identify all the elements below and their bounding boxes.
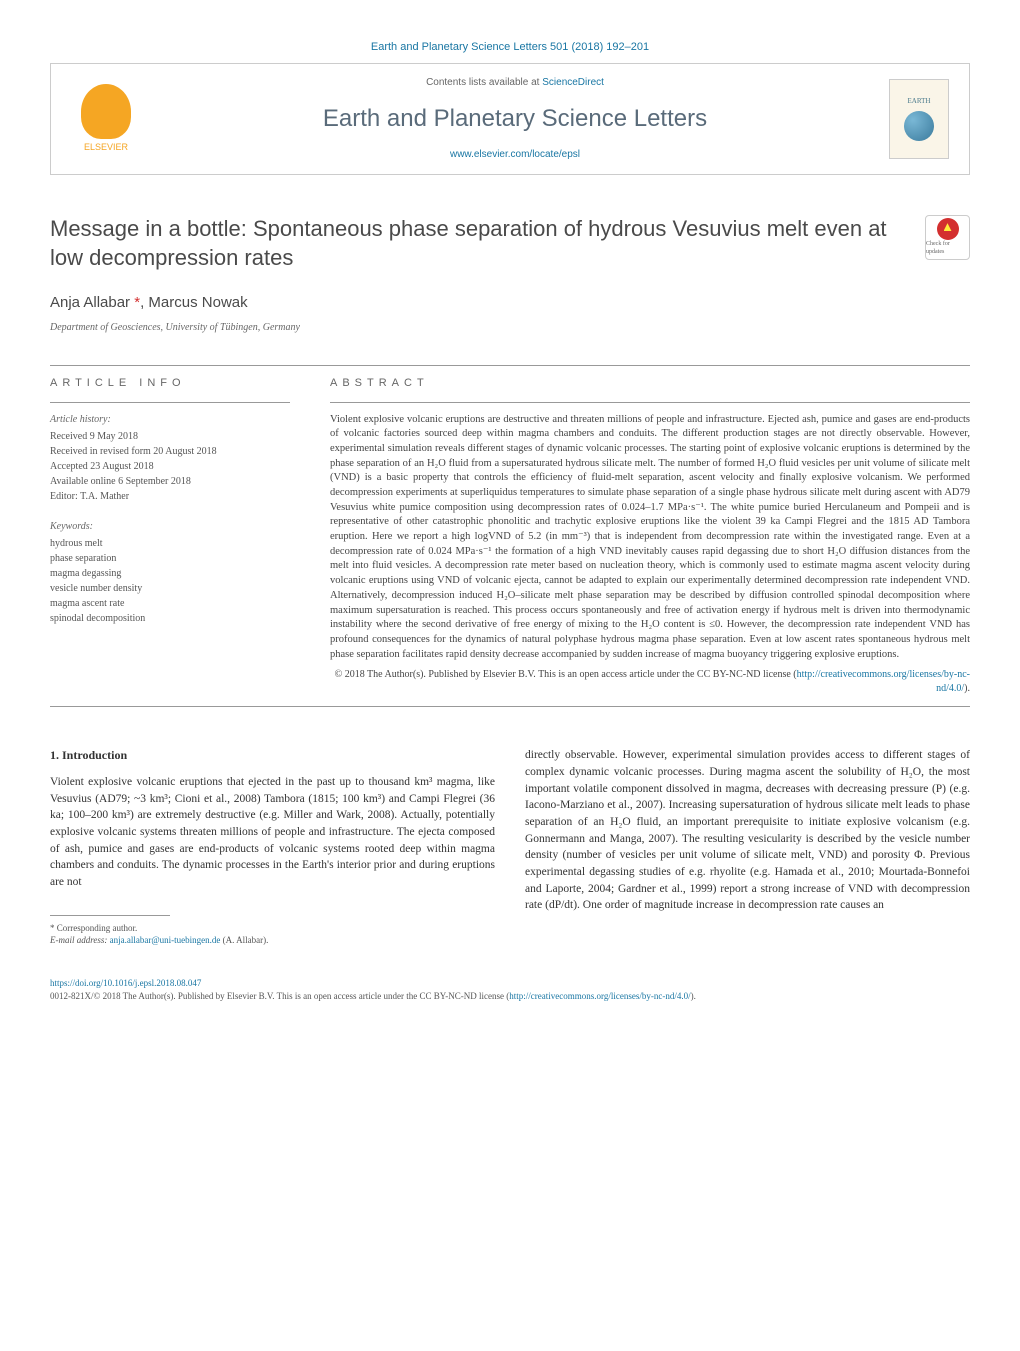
history-online: Available online 6 September 2018	[50, 474, 290, 489]
email-label: E-mail address:	[50, 935, 110, 945]
keyword-2: phase separation	[50, 551, 290, 566]
keywords-label: Keywords:	[50, 520, 290, 534]
issn-copyright-line: 0012-821X/© 2018 The Author(s). Publishe…	[50, 990, 970, 1003]
journal-header: ELSEVIER Contents lists available at Sci…	[50, 63, 970, 175]
journal-cover-thumbnail: EARTH	[889, 79, 949, 159]
intro-col2: directly observable. However, experiment…	[525, 747, 970, 914]
cover-title: EARTH	[908, 97, 931, 107]
email-suffix: (A. Allabar).	[220, 935, 268, 945]
history-revised: Received in revised form 20 August 2018	[50, 444, 290, 459]
doi-link[interactable]: https://doi.org/10.1016/j.epsl.2018.08.0…	[50, 978, 201, 988]
contents-availability: Contents lists available at ScienceDirec…	[141, 76, 889, 90]
elsevier-tree-icon	[81, 84, 131, 139]
intro-col1: Violent explosive volcanic eruptions tha…	[50, 774, 495, 891]
footer-license-close: ).	[691, 991, 696, 1001]
sciencedirect-link[interactable]: ScienceDirect	[542, 77, 604, 88]
affiliation: Department of Geosciences, University of…	[50, 321, 970, 335]
corresponding-marker: *	[130, 294, 140, 311]
article-title: Message in a bottle: Spontaneous phase s…	[50, 215, 905, 272]
journal-name: Earth and Planetary Science Letters	[141, 102, 889, 136]
issn-text: 0012-821X/© 2018 The Author(s). Publishe…	[50, 991, 509, 1001]
divider-bottom	[50, 706, 970, 707]
license-close: ).	[964, 683, 970, 694]
footer-license-link[interactable]: http://creativecommons.org/licenses/by-n…	[509, 991, 690, 1001]
abstract-label: ABSTRACT	[330, 376, 970, 391]
divider-top	[50, 365, 970, 366]
corresponding-author-note: * Corresponding author.	[50, 922, 495, 935]
keyword-1: hydrous melt	[50, 536, 290, 551]
section-1-heading: 1. Introduction	[50, 747, 495, 764]
keyword-3: magma degassing	[50, 566, 290, 581]
abstract-text: Violent explosive volcanic eruptions are…	[330, 413, 970, 663]
check-updates-label: Check for updates	[926, 240, 969, 257]
authors-line: Anja Allabar *, Marcus Nowak	[50, 292, 970, 313]
crossmark-icon	[937, 218, 959, 240]
keyword-6: spinodal decomposition	[50, 611, 290, 626]
contents-prefix: Contents lists available at	[426, 77, 542, 88]
history-label: Article history:	[50, 413, 290, 427]
journal-homepage-link[interactable]: www.elsevier.com/locate/epsl	[450, 149, 580, 160]
history-received: Received 9 May 2018	[50, 429, 290, 444]
globe-icon	[904, 111, 934, 141]
journal-citation: Earth and Planetary Science Letters 501 …	[50, 40, 970, 55]
keyword-5: magma ascent rate	[50, 596, 290, 611]
divider-abstract	[330, 402, 970, 403]
abstract-copyright: © 2018 The Author(s). Published by Elsev…	[330, 668, 970, 696]
check-updates-button[interactable]: Check for updates	[925, 215, 970, 260]
author-1: Anja Allabar	[50, 294, 130, 311]
publisher-name: ELSEVIER	[84, 141, 128, 154]
history-accepted: Accepted 23 August 2018	[50, 459, 290, 474]
author-2: Marcus Nowak	[148, 294, 247, 311]
divider-info	[50, 402, 290, 403]
footnote-divider	[50, 915, 170, 916]
keyword-4: vesicle number density	[50, 581, 290, 596]
author-email-link[interactable]: anja.allabar@uni-tuebingen.de	[110, 935, 221, 945]
history-editor: Editor: T.A. Mather	[50, 489, 290, 504]
email-note: E-mail address: anja.allabar@uni-tuebing…	[50, 934, 495, 947]
copyright-text: © 2018 The Author(s). Published by Elsev…	[335, 669, 797, 680]
license-link[interactable]: http://creativecommons.org/licenses/by-n…	[797, 669, 970, 694]
article-info-label: ARTICLE INFO	[50, 376, 290, 391]
publisher-logo: ELSEVIER	[71, 79, 141, 159]
